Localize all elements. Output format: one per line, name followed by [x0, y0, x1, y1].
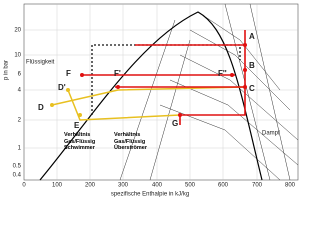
- yellow-dots: [50, 88, 82, 117]
- point-label: E: [74, 121, 80, 130]
- x-tick-label: 400: [152, 183, 163, 189]
- point-label: F: [66, 69, 71, 78]
- y-tick-label: 0.4: [13, 173, 22, 179]
- state-dots: [80, 43, 247, 117]
- y-tick-label: 0.5: [13, 164, 22, 170]
- y-tick-label: 10: [14, 53, 21, 59]
- annotation-text: Verhältnis Gas/Flüssig Schwimmer: [64, 132, 96, 151]
- ph-diagram: A B C D D' E F F' F'' G Flüssigkeit Damp…: [4, 3, 299, 198]
- point-label: A: [249, 32, 255, 41]
- y-axis-title: p in bar: [4, 60, 10, 80]
- x-tick-label: 300: [118, 183, 129, 189]
- annotation: Verhältnis Gas/Flüssig Schwimmer: [64, 132, 96, 151]
- y-tick-label: 2: [18, 118, 22, 124]
- point-label: F': [114, 69, 121, 78]
- point-label: D: [38, 103, 44, 112]
- x-tick-label: 800: [285, 183, 296, 189]
- y-tick-label: 1: [18, 146, 22, 152]
- y-tick-label: 4: [18, 88, 22, 94]
- x-axis-title: spezifische Enthalpie in kJ/kg: [111, 192, 189, 198]
- annotation: Verhältnis Gas/Flüssig Überströmer: [114, 132, 148, 151]
- point-label: G: [172, 119, 178, 128]
- region-label: Dampf: [262, 131, 280, 137]
- annotation-text: Verhältnis Gas/Flüssig Überströmer: [114, 132, 148, 151]
- red-cycle: [82, 30, 246, 125]
- point-label: D': [58, 83, 66, 92]
- x-tick-label: 500: [185, 183, 196, 189]
- yellow-cycle: [51, 86, 246, 121]
- y-tick-label: 6: [18, 72, 22, 78]
- saturation-curve: [39, 11, 263, 181]
- x-ticks: 0 100 200 300 400 500 600 700 800: [22, 183, 295, 189]
- point-label: B: [249, 61, 255, 70]
- x-tick-label: 700: [252, 183, 263, 189]
- region-label: Flüssigkeit: [26, 60, 55, 66]
- point-label: C: [249, 84, 255, 93]
- x-tick-label: 600: [218, 183, 229, 189]
- point-label: F'': [218, 69, 227, 78]
- x-tick-label: 200: [85, 183, 96, 189]
- x-tick-label: 0: [22, 183, 26, 189]
- plot-frame: [23, 3, 299, 181]
- x-tick-label: 100: [52, 183, 63, 189]
- y-ticks: 20 10 6 4 2 1 0.5 0.4: [13, 28, 22, 179]
- y-tick-label: 20: [14, 28, 21, 34]
